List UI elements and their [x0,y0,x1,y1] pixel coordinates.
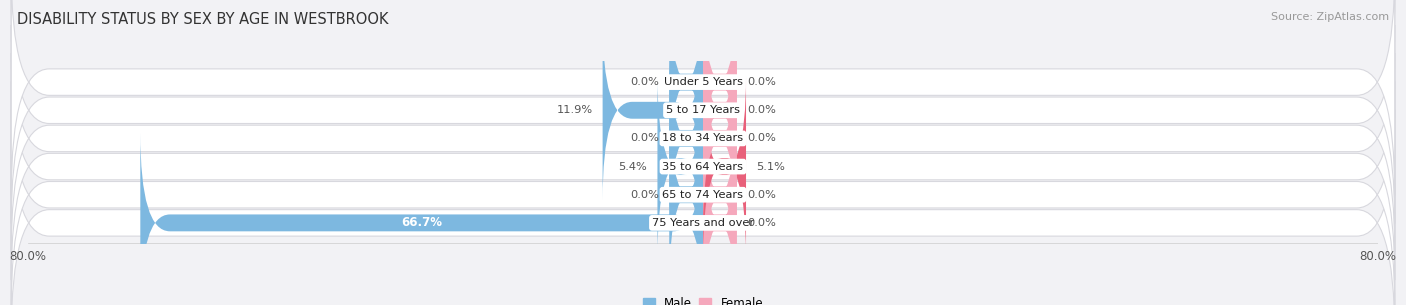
Text: 5.4%: 5.4% [619,162,647,172]
Text: 0.0%: 0.0% [747,218,776,228]
FancyBboxPatch shape [141,133,703,305]
FancyBboxPatch shape [11,0,1395,224]
Text: 5.1%: 5.1% [756,162,785,172]
Text: 0.0%: 0.0% [747,77,776,87]
Text: 0.0%: 0.0% [747,133,776,143]
Text: 0.0%: 0.0% [747,105,776,115]
FancyBboxPatch shape [603,20,703,200]
Text: 0.0%: 0.0% [630,133,659,143]
Text: DISABILITY STATUS BY SEX BY AGE IN WESTBROOK: DISABILITY STATUS BY SEX BY AGE IN WESTB… [17,12,388,27]
Text: 0.0%: 0.0% [630,77,659,87]
Text: 0.0%: 0.0% [747,190,776,200]
FancyBboxPatch shape [669,105,703,285]
FancyBboxPatch shape [669,48,703,228]
Text: Source: ZipAtlas.com: Source: ZipAtlas.com [1271,12,1389,22]
Text: 11.9%: 11.9% [557,105,592,115]
FancyBboxPatch shape [11,81,1395,305]
Text: 5 to 17 Years: 5 to 17 Years [666,105,740,115]
FancyBboxPatch shape [703,77,747,257]
Text: 0.0%: 0.0% [630,190,659,200]
Text: 66.7%: 66.7% [401,216,441,229]
FancyBboxPatch shape [669,0,703,172]
Text: 18 to 34 Years: 18 to 34 Years [662,133,744,143]
Text: 75 Years and over: 75 Years and over [652,218,754,228]
Legend: Male, Female: Male, Female [638,292,768,305]
FancyBboxPatch shape [703,0,737,172]
FancyBboxPatch shape [703,20,737,200]
FancyBboxPatch shape [11,53,1395,280]
FancyBboxPatch shape [703,133,737,305]
FancyBboxPatch shape [703,105,737,285]
Text: Under 5 Years: Under 5 Years [664,77,742,87]
FancyBboxPatch shape [11,0,1395,196]
FancyBboxPatch shape [658,77,703,257]
FancyBboxPatch shape [703,48,737,228]
Text: 65 to 74 Years: 65 to 74 Years [662,190,744,200]
FancyBboxPatch shape [11,25,1395,252]
FancyBboxPatch shape [11,109,1395,305]
Text: 35 to 64 Years: 35 to 64 Years [662,162,744,172]
